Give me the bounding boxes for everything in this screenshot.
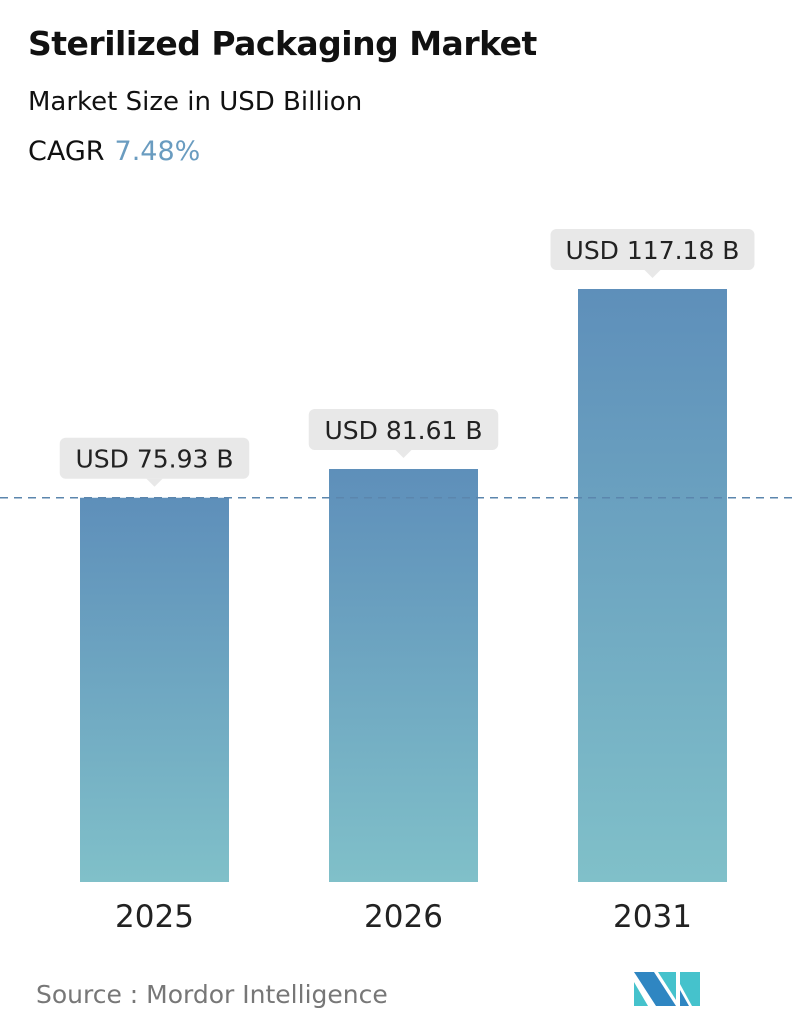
bar-2025 <box>80 497 229 882</box>
data-label-bg <box>550 229 755 270</box>
bar-2031 <box>578 289 727 882</box>
x-tick-label: 2031 <box>613 899 692 935</box>
cagr: CAGR 7.48% <box>28 136 200 167</box>
bar-2026 <box>329 469 478 882</box>
x-tick-label: 2025 <box>115 899 194 935</box>
x-tick-label: 2026 <box>364 899 443 935</box>
data-label-pointer <box>146 478 163 487</box>
bar-chart: USD 75.93 B 2025 USD 81.61 B 2026 USD 117.18… <box>0 229 796 935</box>
data-label-pointer <box>644 270 661 278</box>
chart-title: Sterilized Packaging Market <box>28 24 537 63</box>
source-text: Source : Mordor Intelligence <box>36 980 388 1009</box>
data-label-pointer <box>395 450 412 459</box>
chart-subtitle: Market Size in USD Billion <box>28 87 363 117</box>
cagr-label: CAGR <box>28 136 105 167</box>
data-label: USD 75.93 B <box>75 445 233 474</box>
mordor-logo <box>634 972 700 1006</box>
data-label-bg <box>308 409 499 451</box>
data-label: USD 117.18 B <box>566 236 740 265</box>
data-label: USD 81.61 B <box>324 416 482 445</box>
data-label-bg <box>59 437 250 479</box>
cagr-value: 7.48% <box>114 136 201 167</box>
